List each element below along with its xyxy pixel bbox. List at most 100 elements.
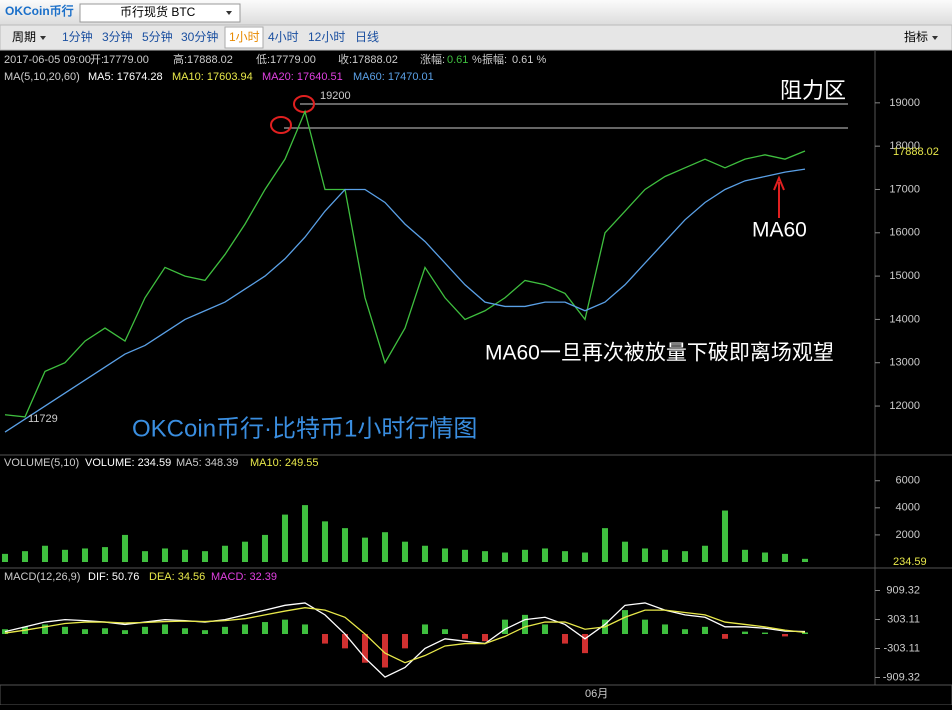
y-tick-label: 17000 — [889, 183, 920, 195]
bar — [762, 632, 768, 635]
info-text: MA10: 249.55 — [250, 457, 319, 469]
interval-button[interactable]: 3分钟 — [102, 29, 133, 44]
indicator-button[interactable]: 指标 — [904, 29, 928, 44]
bar — [542, 548, 548, 562]
bar — [402, 634, 408, 649]
bar — [482, 551, 488, 562]
period-label[interactable]: 周期 — [12, 30, 36, 44]
bar — [102, 547, 108, 562]
bar — [42, 545, 48, 562]
info-text: 2017-06-05 09:00 — [4, 54, 91, 66]
bar — [602, 528, 608, 562]
bar — [742, 631, 748, 635]
info-text: 17888.02 — [187, 54, 233, 66]
bar — [142, 551, 148, 562]
y-tick-label: 303.11 — [887, 613, 920, 625]
bar — [582, 634, 588, 654]
bar — [702, 626, 708, 635]
bar — [502, 619, 508, 635]
bar — [422, 545, 428, 562]
bar — [82, 548, 88, 562]
bar — [42, 624, 48, 635]
bar — [582, 552, 588, 562]
active-tab — [224, 26, 264, 49]
bar — [562, 634, 568, 644]
info-text: 低: — [256, 53, 270, 66]
bar — [2, 553, 8, 562]
bar — [442, 548, 448, 562]
interval-button[interactable]: 1小时 — [229, 30, 260, 44]
bar — [422, 624, 428, 635]
bar — [322, 634, 328, 644]
bar — [202, 630, 208, 635]
info-text: 高: — [173, 52, 187, 66]
info-text: DEA: 34.56 — [149, 571, 205, 583]
y-tick-label: -303.11 — [884, 642, 921, 654]
bar — [682, 551, 688, 562]
arrow — [773, 175, 785, 218]
x-tick-label: 06月 — [585, 688, 608, 700]
current-volume: 234.59 — [893, 556, 927, 568]
y-tick-label: 18000 — [889, 140, 920, 152]
bar — [222, 626, 228, 635]
info-text: MA5: 348.39 — [176, 457, 238, 469]
highlight-circle — [270, 116, 292, 134]
bar — [82, 629, 88, 635]
bar — [522, 614, 528, 635]
info-text: 收: — [338, 52, 352, 66]
current-price: 17888.02 — [893, 146, 939, 158]
market-select[interactable] — [79, 3, 241, 23]
bar — [402, 541, 408, 562]
bar — [162, 624, 168, 635]
series-line — [4, 109, 806, 418]
bar — [182, 628, 188, 635]
bar — [442, 629, 448, 635]
info-text: MA(5,10,20,60) — [4, 71, 80, 83]
bar — [162, 548, 168, 562]
info-text: 17888.02 — [352, 54, 398, 66]
time-axis — [0, 684, 952, 706]
bar — [242, 541, 248, 562]
info-text: MACD: 32.39 — [211, 571, 277, 583]
bar — [282, 514, 288, 562]
annotation: 阻力区 — [780, 78, 846, 103]
info-text: MA60: 17470.01 — [353, 71, 434, 83]
info-text: 0.61 — [447, 54, 468, 66]
y-tick-label: 16000 — [889, 227, 920, 239]
y-tick-label: 13000 — [889, 357, 920, 369]
bar — [262, 534, 268, 562]
bar — [462, 634, 468, 639]
annotation: MA60一旦再次被放量下破即离场观望 — [485, 342, 834, 365]
series-line — [4, 607, 806, 664]
bar — [322, 521, 328, 562]
info-text: 17779.00 — [270, 54, 316, 66]
interval-button[interactable]: 5分钟 — [142, 29, 173, 44]
interval-button[interactable]: 30分钟 — [181, 29, 218, 44]
y-tick-label: 6000 — [896, 475, 920, 487]
bar — [762, 552, 768, 562]
info-text: MACD(12,26,9) — [4, 571, 80, 583]
y-tick-label: 14000 — [889, 313, 920, 325]
interval-button[interactable]: 4小时 — [268, 30, 299, 44]
info-text: MA20: 17640.51 — [262, 71, 343, 83]
dropdown-arrow — [226, 11, 232, 15]
interval-button[interactable]: 12小时 — [308, 30, 345, 44]
market-label: 币行现货 BTC — [120, 4, 196, 19]
interval-bar — [0, 24, 952, 51]
interval-button[interactable]: 1分钟 — [62, 29, 93, 44]
info-text: 涨幅: — [420, 53, 445, 66]
bar — [282, 619, 288, 635]
interval-button[interactable]: 日线 — [355, 30, 379, 44]
info-text: 0.61 % — [512, 54, 546, 66]
bar — [242, 624, 248, 635]
bar — [62, 549, 68, 562]
series-line — [4, 168, 806, 433]
bar — [362, 634, 368, 663]
bar — [342, 634, 348, 649]
dropdown-arrow — [932, 36, 938, 40]
bar — [542, 624, 548, 635]
bar — [642, 619, 648, 635]
bar — [362, 537, 368, 562]
bar — [342, 528, 348, 562]
